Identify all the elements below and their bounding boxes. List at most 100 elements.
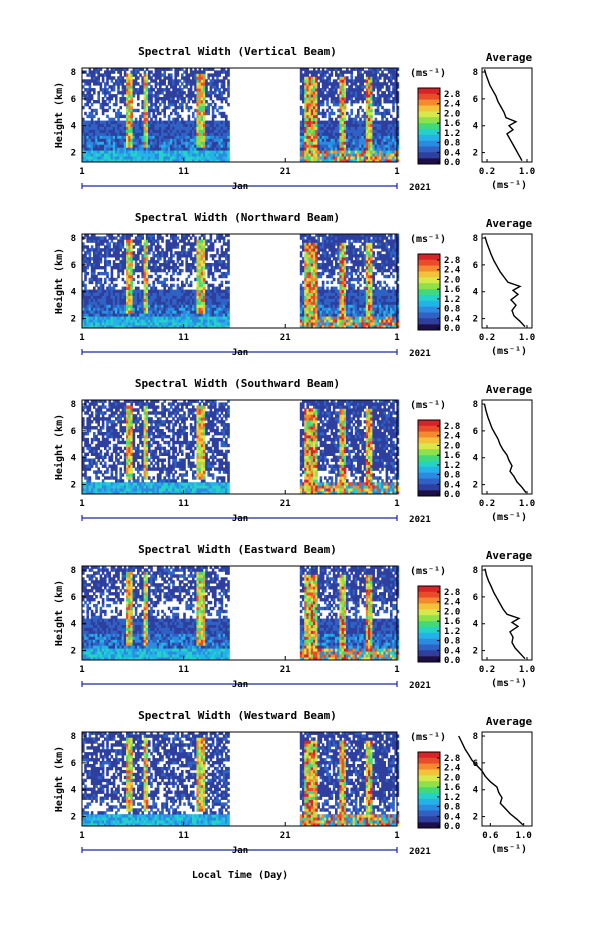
heatmap-cell xyxy=(181,108,184,113)
heatmap-cell xyxy=(222,304,226,308)
heatmap-cell xyxy=(126,277,129,282)
heatmap-cell xyxy=(359,67,362,71)
heatmap-cell xyxy=(339,79,342,83)
heatmap-cell xyxy=(194,73,197,77)
heatmap-cell xyxy=(152,301,155,305)
heatmap-cell xyxy=(97,76,100,80)
heatmap-cell xyxy=(183,85,186,89)
heatmap-cell xyxy=(115,94,118,98)
heatmap-cell xyxy=(321,82,325,86)
heatmap-cell xyxy=(203,114,206,119)
heatmap-cell xyxy=(137,233,140,237)
heatmap-cell xyxy=(317,286,320,290)
heatmap-cell xyxy=(379,82,382,86)
heatmap-cell xyxy=(306,159,309,163)
heatmap-cell xyxy=(90,245,94,249)
heatmap-cell xyxy=(123,129,127,133)
heatmap-cell xyxy=(119,307,122,311)
heatmap-cell xyxy=(310,102,314,107)
heatmap-cell xyxy=(214,156,217,160)
heatmap-cell xyxy=(326,79,329,83)
heatmap-cell xyxy=(150,274,153,279)
heatmap-cell xyxy=(117,251,120,255)
heatmap-cell xyxy=(119,266,122,270)
heatmap-cell xyxy=(101,292,105,296)
heatmap-cell xyxy=(104,266,107,270)
heatmap-cell xyxy=(220,79,224,83)
heatmap-cell xyxy=(161,141,164,145)
heatmap-cell xyxy=(189,105,193,110)
heatmap-cell xyxy=(112,263,116,267)
heatmap-cell xyxy=(139,91,142,95)
heatmap-cell xyxy=(225,266,228,270)
heatmap-cell xyxy=(178,239,182,243)
heatmap-cell xyxy=(189,70,193,74)
heatmap-cell xyxy=(308,268,312,273)
heatmap-cell xyxy=(220,82,224,86)
heatmap-cell xyxy=(104,144,107,148)
heatmap-cell xyxy=(141,135,144,139)
heatmap-cell xyxy=(394,129,397,133)
heatmap-cell xyxy=(115,150,118,154)
heatmap-cell xyxy=(359,82,362,86)
heatmap-cell xyxy=(134,73,138,77)
heatmap-cell xyxy=(192,301,195,305)
heatmap-cell xyxy=(181,298,184,302)
heatmap-cell xyxy=(315,76,318,80)
heatmap-cell xyxy=(392,88,395,92)
heatmap-cell xyxy=(139,245,142,249)
heatmap-cell xyxy=(119,322,122,326)
heatmap-cell xyxy=(161,304,164,308)
heatmap-cell xyxy=(150,260,153,264)
heatmap-cell xyxy=(90,138,94,142)
heatmap-cell xyxy=(308,292,312,296)
heatmap-cell xyxy=(363,138,367,142)
heatmap-cell xyxy=(216,135,219,139)
heatmap-cell xyxy=(207,120,210,124)
heatmap-cell xyxy=(376,141,380,145)
heatmap-cell xyxy=(317,295,320,299)
heatmap-cell xyxy=(315,123,318,127)
heatmap-cell xyxy=(211,85,215,89)
heatmap-cell xyxy=(174,156,177,160)
heatmap-cell xyxy=(159,274,162,279)
heatmap-cell xyxy=(225,248,228,252)
heatmap-cell xyxy=(134,310,138,314)
heatmap-cell xyxy=(302,307,305,311)
heatmap-cell xyxy=(394,150,397,154)
heatmap-cell xyxy=(97,123,100,127)
heatmap-cell xyxy=(332,111,336,116)
heatmap-cell xyxy=(227,298,230,302)
heatmap-cell xyxy=(352,141,356,145)
heatmap-cell xyxy=(185,129,188,133)
heatmap-cell xyxy=(302,88,305,92)
heatmap-cell xyxy=(187,73,191,77)
heatmap-cell xyxy=(359,70,362,74)
heatmap-cell xyxy=(159,245,162,249)
heatmap-cell xyxy=(310,251,314,255)
heatmap-cell xyxy=(348,94,351,98)
heatmap-cell xyxy=(156,120,160,124)
heatmap-cell xyxy=(101,111,105,116)
heatmap-cell xyxy=(227,254,230,258)
heatmap-cells xyxy=(82,233,400,329)
heatmap-cell xyxy=(123,280,127,285)
heatmap-cell xyxy=(302,260,305,264)
heatmap-cell xyxy=(137,94,140,98)
heatmap-cell xyxy=(225,307,228,311)
heatmap-cell xyxy=(337,147,340,151)
heatmap-cell xyxy=(145,292,149,296)
heatmap-cell xyxy=(214,82,217,86)
heatmap-cell xyxy=(350,153,353,157)
heatmap-cell xyxy=(387,141,391,145)
heatmap-cell xyxy=(310,283,314,288)
heatmap-cell xyxy=(306,257,309,261)
heatmap-cell xyxy=(346,126,349,130)
heatmap-cell xyxy=(143,286,147,290)
heatmap-cell xyxy=(306,141,309,145)
heatmap-cell xyxy=(299,147,303,151)
heatmap-cell xyxy=(143,147,147,151)
heatmap-cell xyxy=(150,105,153,110)
heatmap-cell xyxy=(205,135,208,139)
heatmap-cell xyxy=(196,82,199,86)
